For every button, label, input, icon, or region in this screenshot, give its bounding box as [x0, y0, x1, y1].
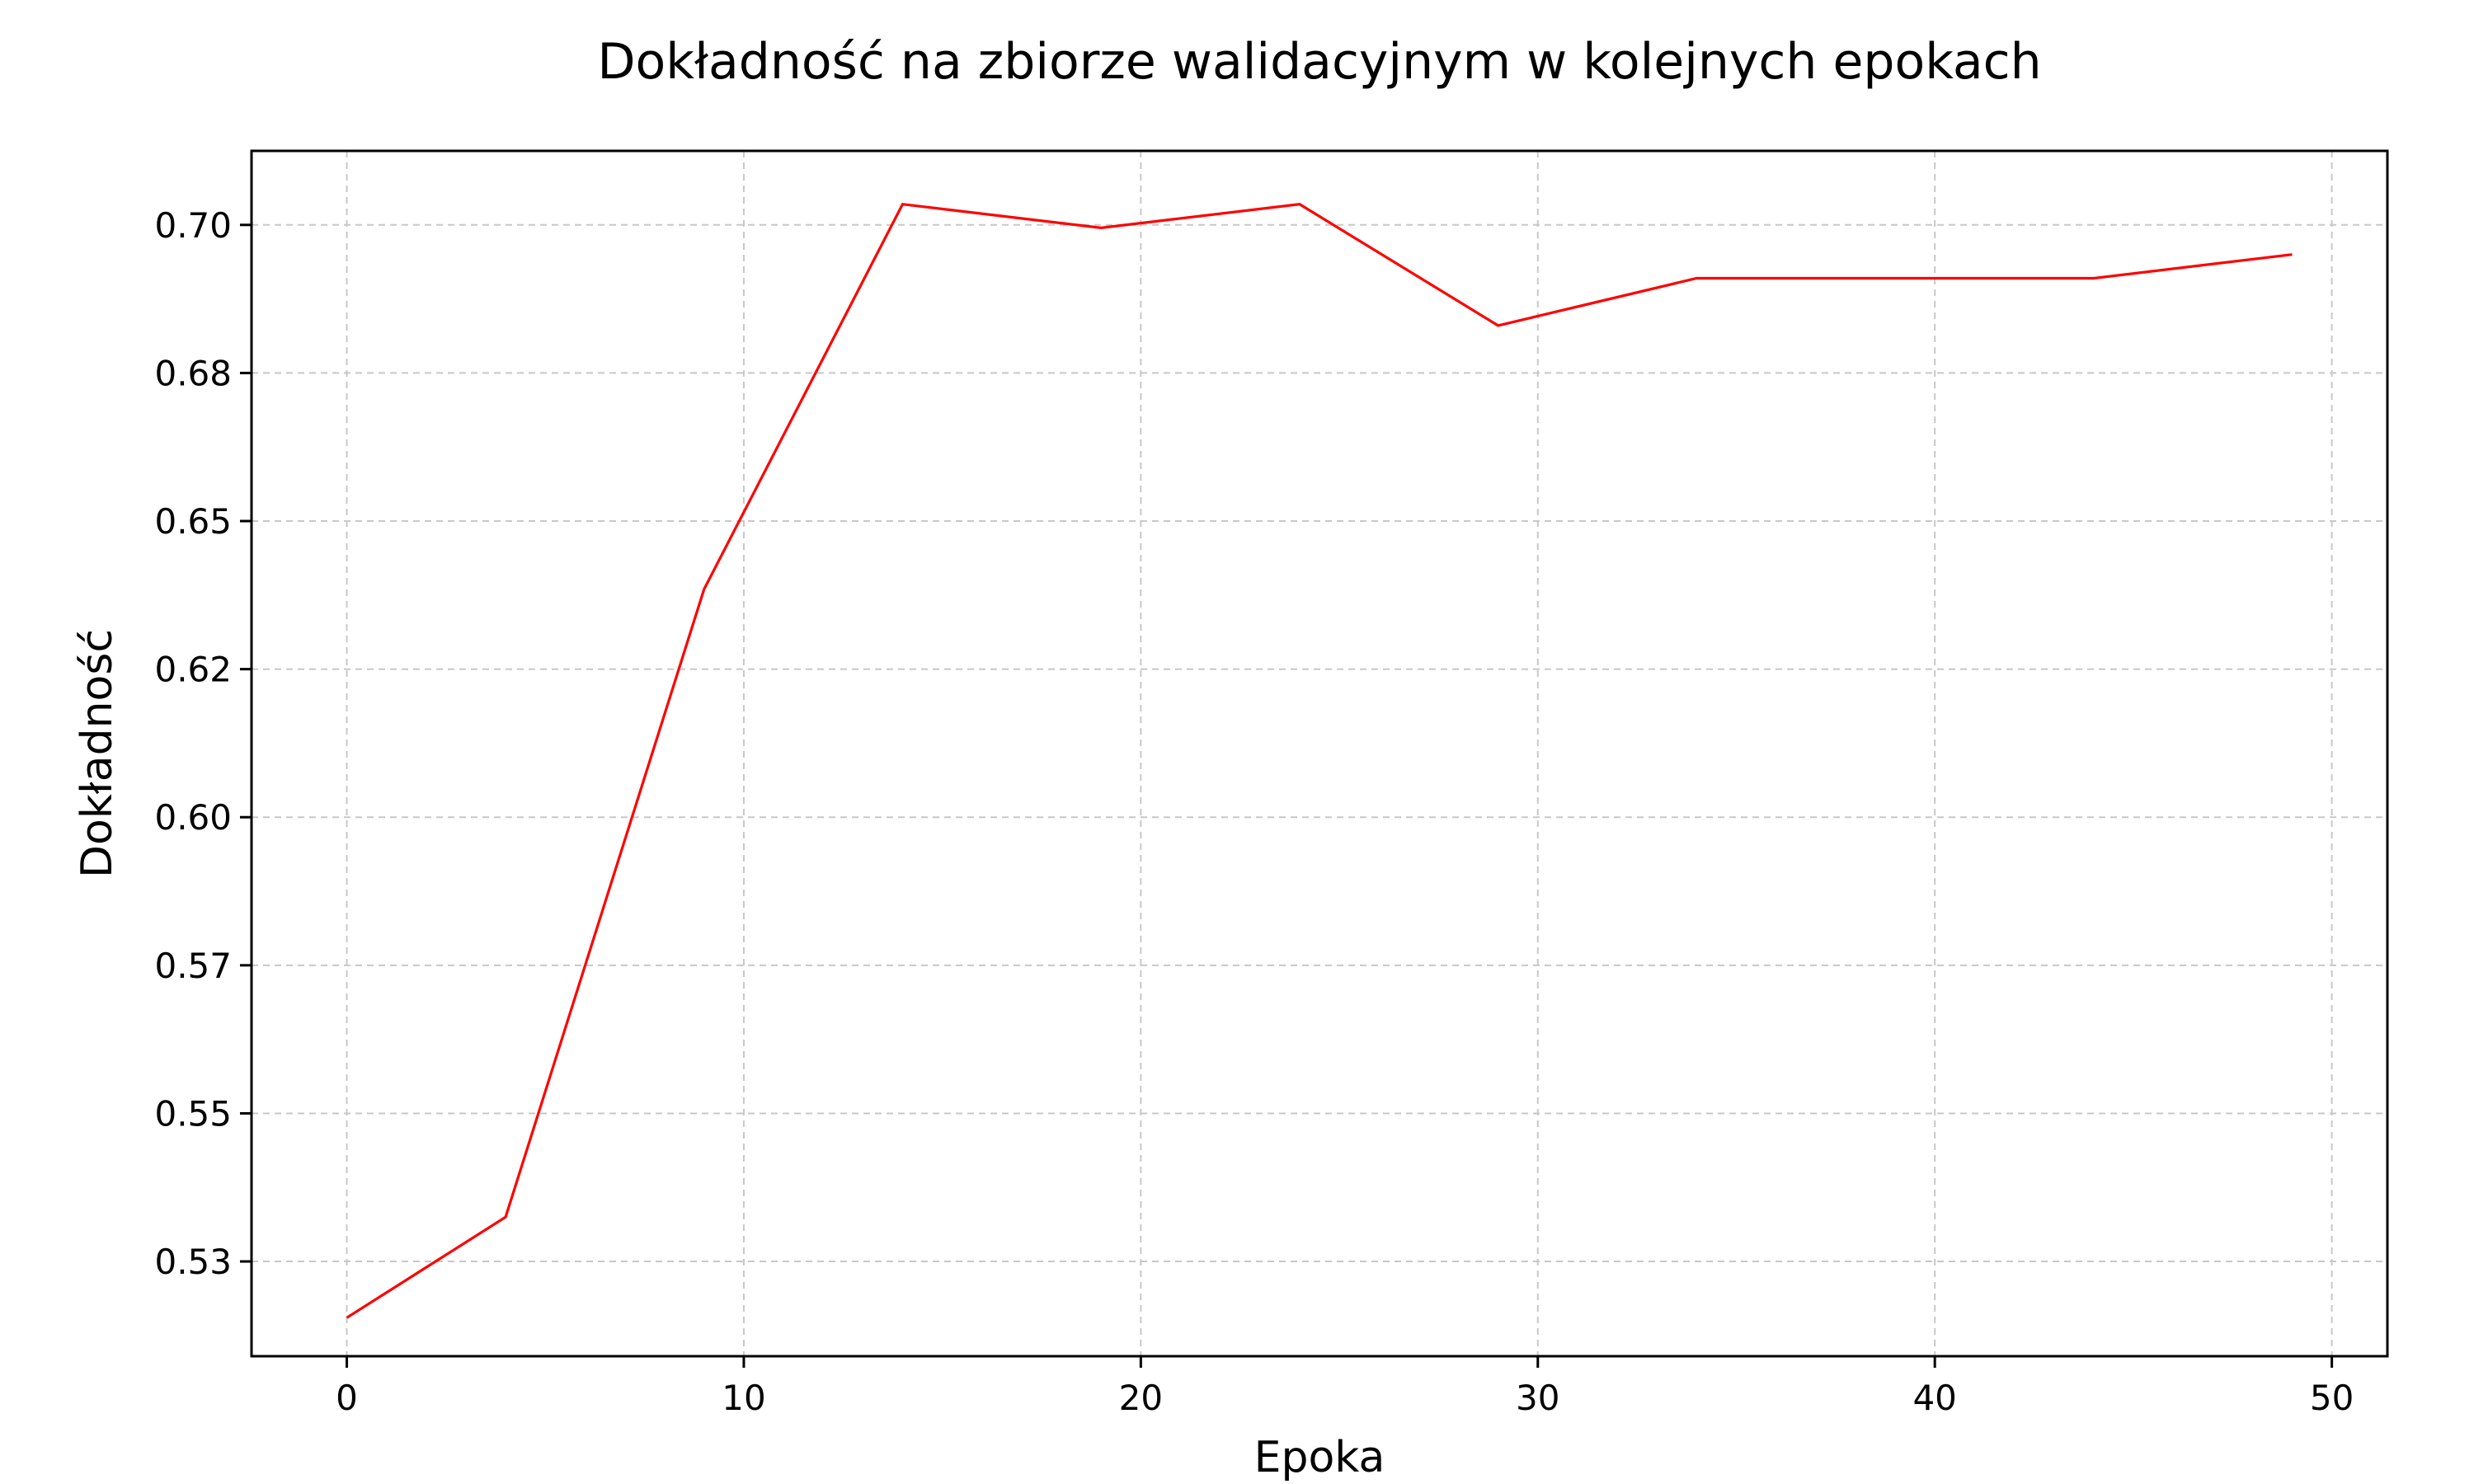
x-axis-label: Epoka: [1254, 1433, 1385, 1482]
x-tick-label: 40: [1912, 1378, 1956, 1418]
x-tick-label: 50: [2310, 1378, 2354, 1418]
y-tick-label: 0.62: [154, 650, 232, 690]
y-tick-label: 0.70: [154, 205, 232, 246]
series-lines: [346, 202, 2293, 1319]
y-tick-label: 0.53: [154, 1242, 232, 1282]
series-line: [346, 202, 2293, 1319]
chart-title: Dokładność na zbiorze walidacyjnym w kol…: [597, 33, 2041, 91]
y-tick-label: 0.68: [154, 353, 232, 393]
axis-ticks: 0 10 20 30 40 50 0.53 0.55 0.57 0.60 0.62 0.65 0.68 0…: [154, 205, 2354, 1418]
x-tick-label: 10: [722, 1378, 765, 1418]
y-tick-label: 0.65: [154, 501, 232, 542]
x-tick-label: 0: [336, 1378, 358, 1418]
y-axis-label: Dokładność: [73, 629, 122, 878]
y-tick-label: 0.60: [154, 797, 232, 838]
y-tick-label: 0.55: [154, 1093, 232, 1134]
x-tick-label: 30: [1516, 1378, 1559, 1418]
x-tick-label: 20: [1119, 1378, 1163, 1418]
grid: [252, 151, 2387, 1356]
y-tick-label: 0.57: [154, 946, 232, 986]
plot-frame: [250, 149, 2389, 1358]
